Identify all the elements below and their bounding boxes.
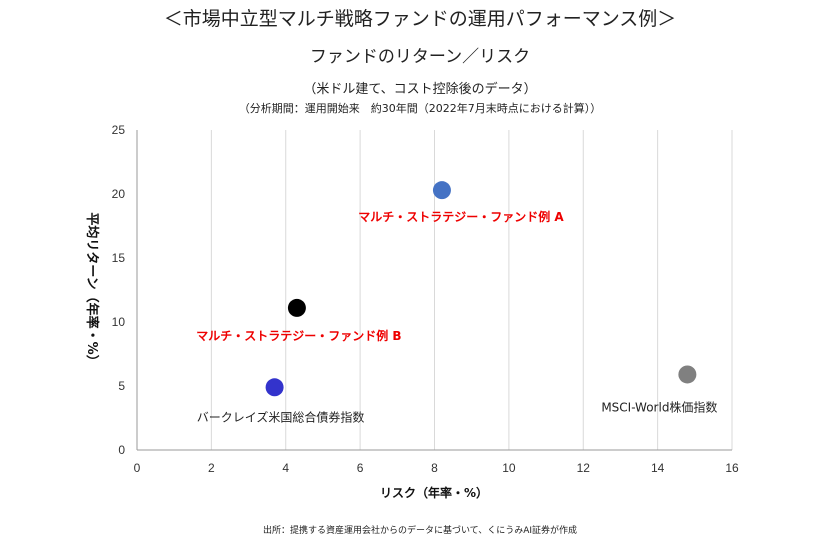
x-tick-label: 0 xyxy=(134,461,141,475)
x-tick-label: 16 xyxy=(725,461,739,475)
gridlines xyxy=(210,130,733,450)
y-tick-label: 10 xyxy=(112,315,126,329)
source-note: 出所：提携する資産運用会社からのデータに基づいて、くにうみAI証券が作成 xyxy=(262,526,578,536)
x-axis-label: リスク（年率・%） xyxy=(380,485,488,500)
data-points xyxy=(265,181,697,397)
y-tick-label: 0 xyxy=(118,443,125,457)
chart-subtitle: ファンドのリターン／リスク xyxy=(309,47,531,67)
data-point-label: マルチ・ストラテジー・ファンド例 B xyxy=(196,328,401,343)
y-tick-label: 25 xyxy=(112,123,126,137)
x-tick-label: 14 xyxy=(651,461,665,475)
x-tick-label: 8 xyxy=(431,461,438,475)
x-tick-label: 4 xyxy=(282,461,289,475)
chart-main-title: ＜市場中立型マルチ戦略ファンドの運用パフォーマンス例＞ xyxy=(163,8,677,30)
data-point-label: マルチ・ストラテジー・ファンド例 A xyxy=(358,209,564,224)
x-tick-label: 10 xyxy=(502,461,516,475)
data-point-label: MSCI-World株価指数 xyxy=(601,399,717,414)
currency-note: （米ドル建て、コスト控除後のデータ） xyxy=(303,82,537,97)
x-tick-label: 2 xyxy=(208,461,215,475)
data-point xyxy=(287,298,306,317)
data-point xyxy=(678,365,697,384)
data-point xyxy=(432,181,451,200)
x-tick-labels: 0 2 4 6 8 10 12 14 16 xyxy=(134,461,739,475)
x-tick-label: 12 xyxy=(577,461,591,475)
point-labels: マルチ・ストラテジー・ファンド例 A マルチ・ストラテジー・ファンド例 B バークレ… xyxy=(196,209,717,424)
y-tick-label: 5 xyxy=(118,379,125,393)
data-point xyxy=(265,378,284,397)
axes xyxy=(136,130,732,451)
y-tick-label: 15 xyxy=(112,251,126,265)
data-point-label: バークレイズ米国総合債券指数 xyxy=(197,409,365,424)
y-tick-label: 20 xyxy=(112,187,126,201)
y-axis-label: 平均リターン（年率・%） xyxy=(84,212,100,367)
y-tick-labels: 0 5 10 15 20 25 xyxy=(112,123,126,457)
analysis-period-note: （分析期間：運用開始来 約30年間（2022年7月末時点における計算）） xyxy=(238,102,602,115)
x-tick-label: 6 xyxy=(357,461,364,475)
